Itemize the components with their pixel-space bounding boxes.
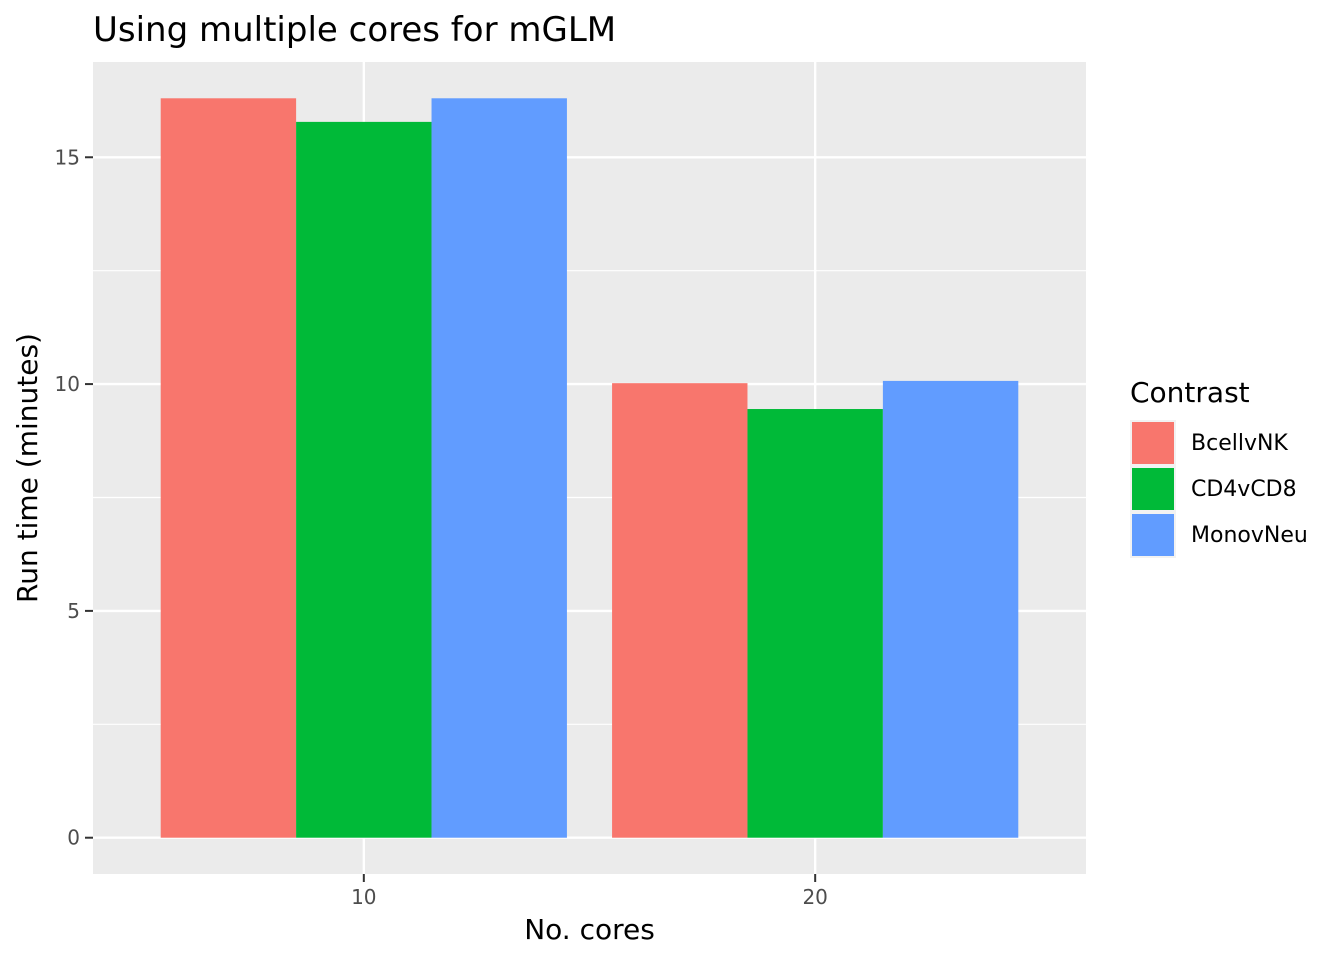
bar-MonovNeu-20 bbox=[882, 380, 1019, 838]
legend-key-CD4vCD8 bbox=[1132, 468, 1174, 510]
legend-title: Contrast bbox=[1130, 376, 1250, 409]
bar-CD4vCD8-10 bbox=[296, 121, 432, 838]
legend: Contrast BcellvNK CD4vCD8 MonovNeu bbox=[1130, 376, 1308, 558]
bars bbox=[160, 98, 1019, 838]
bar-BcellvNK-10 bbox=[160, 98, 297, 838]
legend-key-MonovNeu bbox=[1132, 514, 1174, 556]
y-tick-label: 15 bbox=[55, 145, 80, 169]
y-tick-label: 5 bbox=[67, 599, 80, 623]
legend-label: BcellvNK bbox=[1191, 431, 1288, 456]
bar-BcellvNK-20 bbox=[612, 383, 748, 838]
legend-key-BcellvNK bbox=[1132, 422, 1174, 464]
y-tick-label: 0 bbox=[67, 826, 80, 850]
y-axis: 0 5 10 15 bbox=[55, 145, 93, 850]
x-tick-label: 20 bbox=[802, 885, 827, 909]
x-tick-label: 10 bbox=[351, 885, 376, 909]
legend-label: CD4vCD8 bbox=[1191, 477, 1297, 502]
y-axis-title: Run time (minutes) bbox=[11, 333, 44, 603]
x-axis: 10 20 bbox=[351, 874, 828, 909]
y-tick-label: 10 bbox=[55, 372, 80, 396]
bar-MonovNeu-10 bbox=[431, 98, 567, 838]
bar-CD4vCD8-20 bbox=[747, 409, 883, 838]
legend-label: MonovNeu bbox=[1191, 523, 1308, 548]
x-axis-title: No. cores bbox=[524, 913, 655, 946]
chart-title: Using multiple cores for mGLM bbox=[93, 10, 616, 50]
